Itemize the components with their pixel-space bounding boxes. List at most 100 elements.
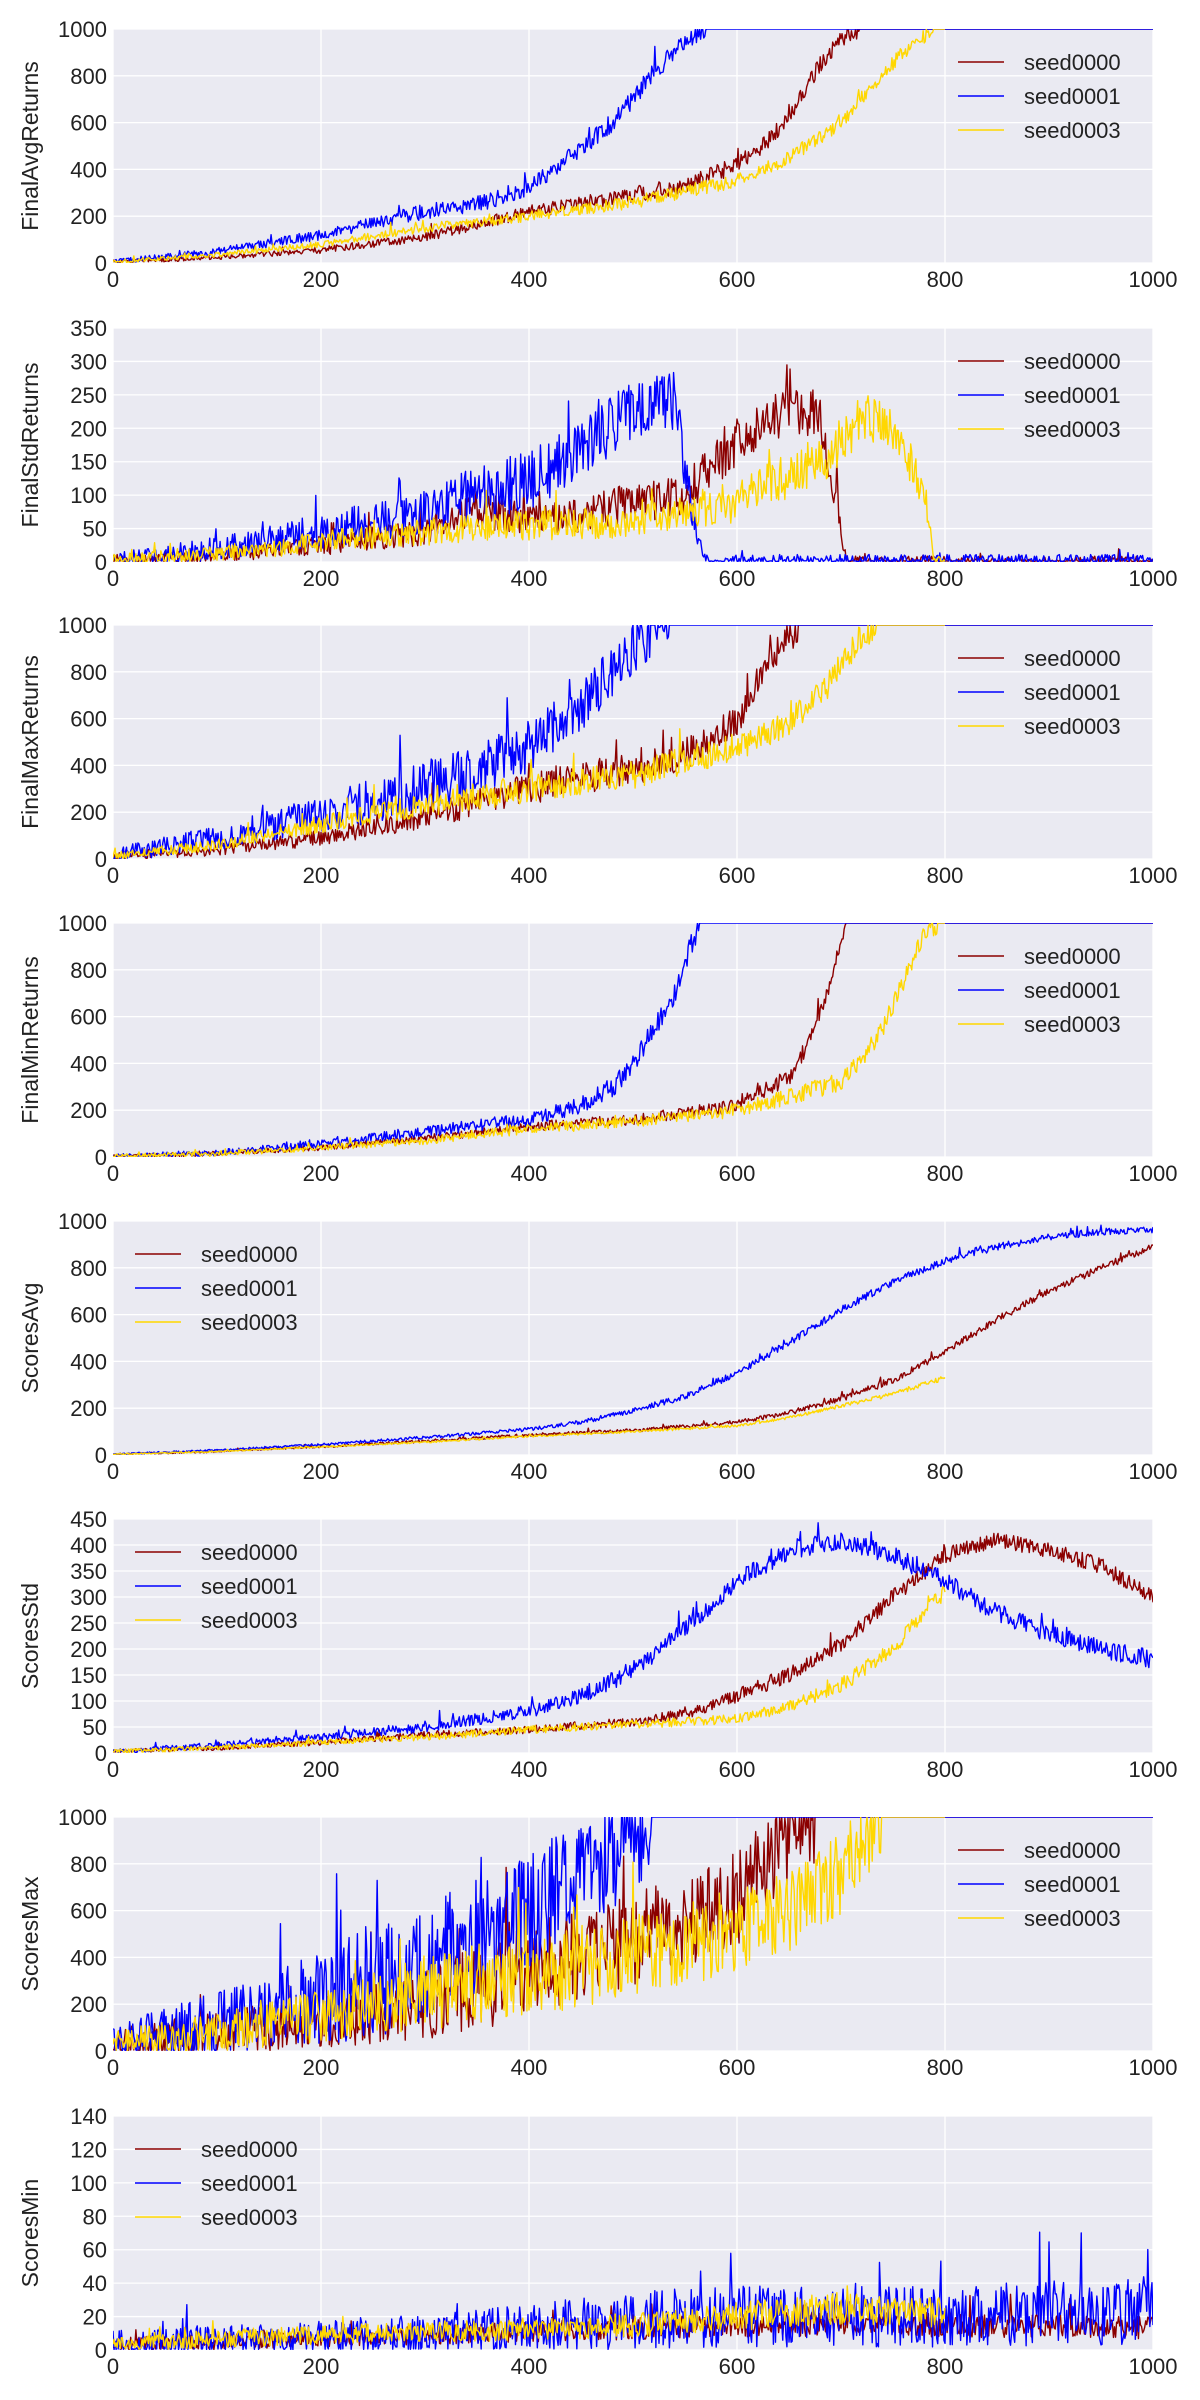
series-group [113,923,1153,1157]
legend-label: seed0000 [201,2137,298,2162]
series-line-seed0001 [113,29,1153,263]
x-tick-label: 0 [107,863,119,888]
x-tick-label: 200 [303,566,340,591]
x-tick-label: 1000 [1129,2055,1178,2080]
y-tick-label: 80 [83,2204,107,2229]
y-tick-label: 600 [70,1899,107,1924]
y-tick-label: 300 [70,349,107,374]
series-line-seed0003 [113,29,945,263]
series-line-seed0001 [113,625,1153,859]
subplot-2: 0 200 400 600 800 1000050100150200250300350Fi… [17,316,1177,591]
x-tick-label: 0 [107,566,119,591]
legend-label: seed0001 [201,1276,298,1301]
legend: seed0000 seed0001 seed0003 [135,1242,298,1335]
y-tick-label: 140 [70,2104,107,2129]
y-tick-label: 400 [70,157,107,182]
y-tick-label: 200 [70,204,107,229]
x-tick-label: 800 [927,1757,964,1782]
legend-label: seed0001 [201,2171,298,2196]
x-tick-label: 1000 [1129,1757,1178,1782]
y-axis-label: ScoresMin [17,2179,43,2288]
subplot-5: 0 200 400 600 800 1000 0 200 400 600 800 1000 Scores… [17,1209,1177,1484]
subplot-4: 0 200 400 600 800 1000 0 200 400 600 800 1000 FinalM… [17,911,1177,1186]
legend-label: seed0003 [1024,118,1121,143]
y-tick-label: 200 [70,1098,107,1123]
x-tick-label: 200 [303,1459,340,1484]
legend-label: seed0003 [201,2205,298,2230]
x-tick-label: 400 [511,2354,548,2379]
y-tick-label: 150 [70,450,107,475]
y-tick-label: 350 [70,316,107,341]
legend-label: seed0003 [1024,714,1121,739]
series-line-seed0001 [113,1522,1153,1753]
x-tick-label: 200 [303,1161,340,1186]
y-tick-label: 800 [70,64,107,89]
series-group [113,29,1153,263]
y-tick-label: 100 [70,2171,107,2196]
y-tick-label: 800 [70,660,107,685]
series-line-seed0003 [113,1585,946,1753]
legend-label: seed0003 [1024,1012,1121,1037]
x-tick-label: 200 [303,2055,340,2080]
legend-label: seed0001 [1024,383,1121,408]
y-tick-label: 400 [70,1945,107,1970]
y-tick-label: 300 [70,1585,107,1610]
y-tick-label: 600 [70,707,107,732]
y-tick-label: 20 [83,2305,107,2330]
series-line-seed0003 [113,2285,946,2350]
x-tick-label: 800 [927,2055,964,2080]
y-tick-label: 200 [70,800,107,825]
series-line-seed0001 [113,371,1153,562]
x-tick-label: 200 [303,2354,340,2379]
x-tick-label: 600 [719,267,756,292]
series-group [113,364,1153,562]
legend-label: seed0000 [1024,50,1121,75]
y-axis-label: FinalMinReturns [17,956,43,1123]
x-tick-label: 1000 [1129,267,1178,292]
x-tick-label: 200 [303,863,340,888]
y-tick-label: 800 [70,1852,107,1877]
y-tick-label: 400 [70,1349,107,1374]
y-tick-label: 1000 [58,613,107,638]
plot-area [113,29,1153,263]
subplot-7: 0 200 400 600 800 1000 0 200 400 600 800 1000 Scores… [17,1805,1177,2080]
legend-label: seed0001 [201,1574,298,1599]
x-tick-label: 800 [927,267,964,292]
x-tick-label: 400 [511,1459,548,1484]
series-group [113,1817,1153,2051]
x-tick-label: 600 [719,1161,756,1186]
y-tick-label: 0 [95,550,107,575]
legend-label: seed0000 [1024,944,1121,969]
y-tick-label: 600 [70,111,107,136]
x-tick-label: 0 [107,267,119,292]
series-line-seed0000 [113,923,1153,1157]
x-tick-label: 800 [927,2354,964,2379]
x-tick-label: 800 [927,1161,964,1186]
series-line-seed0003 [113,923,945,1157]
legend: seed0000 seed0001 seed0003 [958,944,1121,1037]
y-tick-label: 40 [83,2271,107,2296]
y-tick-label: 100 [70,483,107,508]
series-line-seed0003 [113,1817,945,2051]
x-tick-label: 1000 [1129,863,1178,888]
legend-label: seed0000 [201,1540,298,1565]
subplot-6: 0 200 400 600 800 100005010015020025030035040… [17,1507,1177,1782]
y-tick-label: 600 [70,1303,107,1328]
y-tick-label: 400 [70,1051,107,1076]
y-tick-label: 200 [70,416,107,441]
legend: seed0000 seed0001 seed0003 [958,349,1121,442]
y-tick-label: 1000 [58,17,107,42]
series-group [113,1224,1153,1455]
y-tick-label: 60 [83,2238,107,2263]
legend-label: seed0001 [1024,1872,1121,1897]
series-line-seed0001 [113,1817,1153,2051]
x-tick-label: 400 [511,863,548,888]
legend: seed0000 seed0001 seed0003 [958,50,1121,143]
y-tick-label: 1000 [58,911,107,936]
y-tick-label: 800 [70,1256,107,1281]
y-tick-label: 400 [70,753,107,778]
legend-label: seed0000 [1024,349,1121,374]
series-group [113,1522,1153,1753]
x-tick-label: 800 [927,566,964,591]
